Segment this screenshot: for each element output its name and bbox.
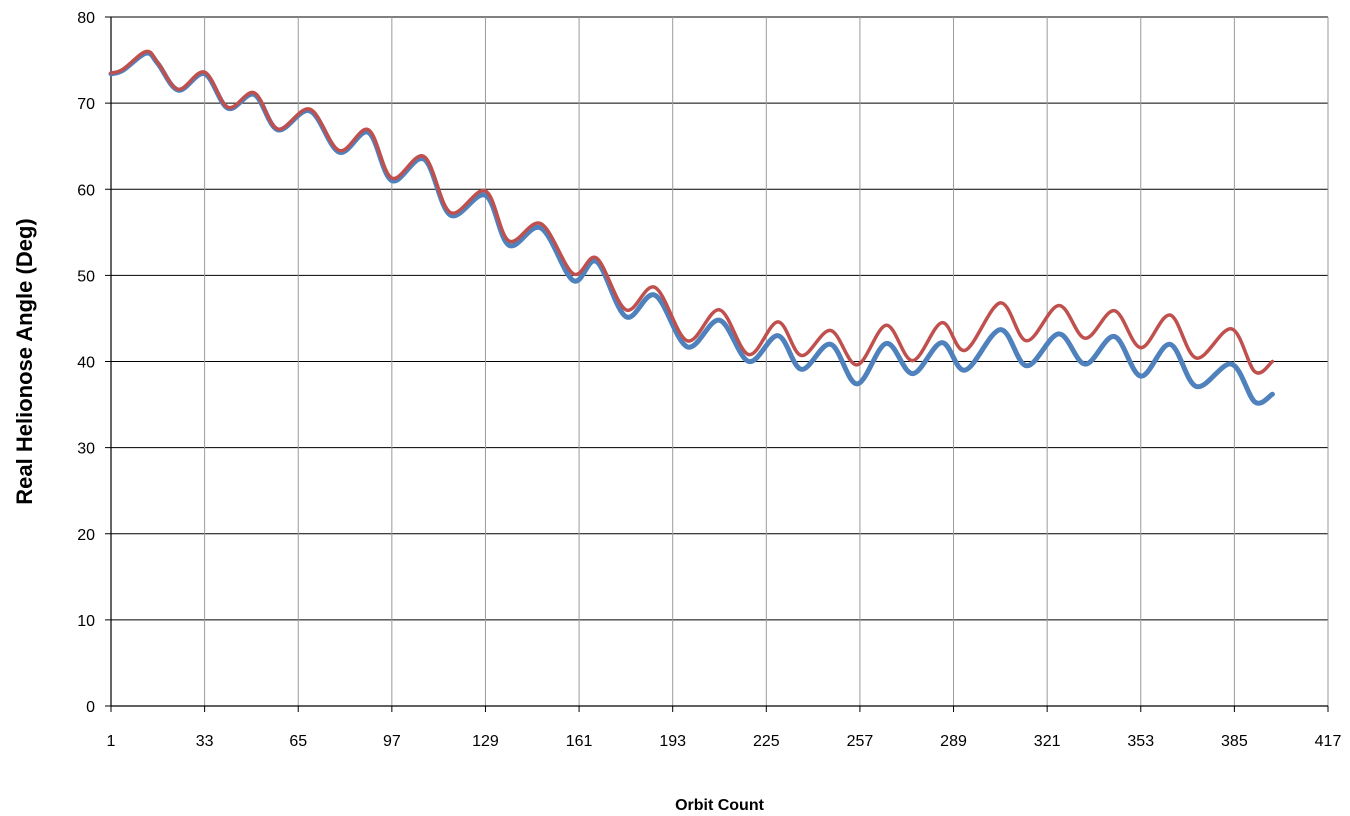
x-tick-label: 97	[383, 733, 401, 750]
x-tick-label: 225	[753, 733, 780, 750]
x-tick-label: 161	[566, 733, 593, 750]
tick-labels: 0 10 20 30 40 50 60 70 80 1 33 65 97 129 161 193 225 257 2…	[77, 10, 1341, 750]
x-tick-label: 129	[472, 733, 499, 750]
x-tick-label: 193	[659, 733, 686, 750]
x-tick-label: 257	[847, 733, 874, 750]
axes	[105, 16, 1329, 712]
x-tick-label: 353	[1127, 733, 1154, 750]
y-tick-label: 50	[77, 268, 95, 285]
x-tick-label: 1	[107, 733, 116, 750]
y-tick-label: 60	[77, 182, 95, 199]
y-tick-label: 0	[86, 699, 95, 716]
series-lines	[108, 49, 1275, 406]
series-line-1	[108, 50, 1275, 406]
y-tick-label: 30	[77, 441, 95, 458]
y-axis-title: Real Helionose Angle (Deg)	[12, 218, 37, 504]
y-tick-label: 40	[77, 355, 95, 372]
y-tick-label: 10	[77, 613, 95, 630]
y-tick-label: 80	[77, 10, 95, 27]
y-tick-label: 20	[77, 527, 95, 544]
x-tick-label: 33	[196, 733, 214, 750]
x-tick-label: 65	[289, 733, 307, 750]
x-axis-title: Orbit Count	[675, 797, 765, 814]
series-line-2	[109, 49, 1275, 375]
x-tick-label: 321	[1034, 733, 1061, 750]
x-tick-label: 289	[940, 733, 967, 750]
x-tick-label: 417	[1315, 733, 1342, 750]
y-tick-label: 70	[77, 96, 95, 113]
x-tick-label: 385	[1221, 733, 1248, 750]
